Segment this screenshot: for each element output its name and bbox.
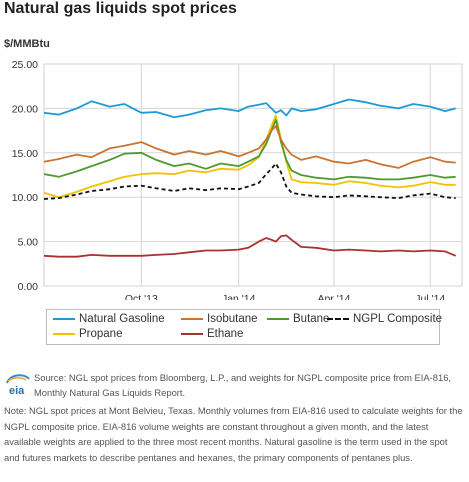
y-tick-label: 15.00	[12, 148, 38, 160]
y-tick-label: 10.00	[12, 192, 38, 204]
svg-text:eia: eia	[9, 385, 25, 396]
legend-item[interactable]: Ethane	[181, 328, 243, 340]
legend-swatch	[181, 318, 203, 320]
plot-frame	[43, 63, 463, 287]
x-tick-label: Jul '14	[415, 293, 445, 300]
y-tick-label: 25.00	[12, 59, 38, 71]
legend-label: Ethane	[207, 328, 244, 340]
eia-logo-icon: eia	[6, 374, 30, 396]
x-tick-label: Oct '13	[125, 293, 158, 300]
series-line-butane	[43, 119, 456, 181]
series-line-propane	[43, 114, 456, 199]
legend-label: NGPL Composite	[353, 313, 443, 325]
chart-title: Natural gas liquids spot prices	[4, 0, 237, 17]
legend-item[interactable]: Isobutane	[181, 313, 258, 325]
legend-swatch	[267, 318, 289, 320]
source-text: Source: NGL spot prices from Bloomberg, …	[34, 372, 452, 398]
legend-swatch	[181, 333, 203, 335]
legend-label: Natural Gasoline	[79, 313, 165, 325]
legend-item[interactable]: Natural Gasoline	[53, 313, 165, 325]
legend-label: Isobutane	[207, 313, 258, 325]
x-tick-label: Apr '14	[317, 293, 350, 300]
series-line-ngpl-composite	[43, 162, 456, 200]
y-tick-label: 0.00	[18, 281, 39, 293]
y-tick-label: 20.00	[12, 103, 38, 115]
x-tick-label: Jan '14	[222, 293, 256, 300]
y-axis-unit-label: $/MMBtu	[4, 38, 50, 50]
series-line-natural-gasoline	[43, 98, 456, 119]
legend-item[interactable]: Butane	[267, 313, 329, 325]
legend-item[interactable]: Propane	[53, 328, 122, 340]
y-tick-label: 5.00	[18, 237, 39, 249]
legend-label: Propane	[79, 328, 123, 340]
line-chart: 0.00 5.00 10.00 15.00 20.00 25.00 Oct '13 Jan '…	[12, 59, 463, 300]
series-line-isobutane	[43, 125, 456, 169]
note-text: Note: NGL spot prices at Mont Belvieu, T…	[4, 405, 463, 463]
legend-swatch	[53, 318, 75, 320]
chart-legend: Natural Gasoline Isobutane Butane NGPL Comp…	[46, 309, 442, 345]
legend-label: Butane	[293, 313, 330, 325]
legend-swatch	[327, 318, 349, 320]
series-line-ethane	[43, 234, 457, 258]
legend-swatch	[53, 333, 75, 335]
legend-item[interactable]: NGPL Composite	[327, 313, 442, 325]
